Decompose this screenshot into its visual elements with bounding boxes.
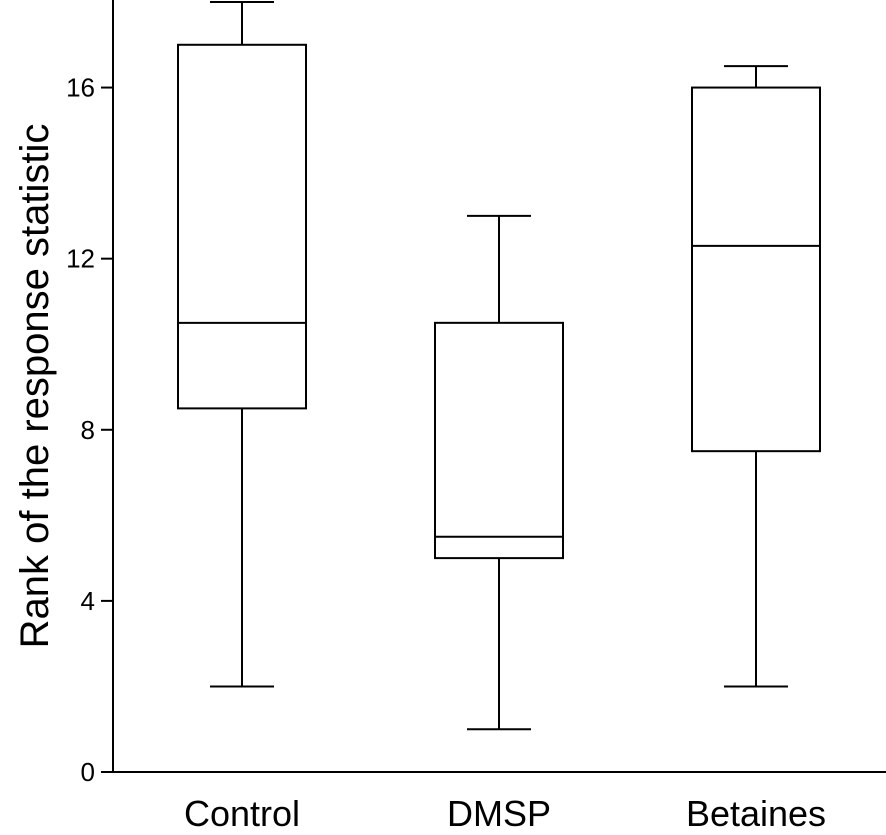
- y-tick-label: 8: [81, 415, 95, 445]
- x-category-label: Control: [184, 793, 300, 834]
- boxes: [177, 1, 821, 731]
- y-tick-label: 4: [81, 586, 95, 616]
- y-axis-title: Rank of the response statistic: [13, 124, 57, 649]
- box-betaines: [691, 65, 821, 688]
- iqr-box: [691, 86, 821, 453]
- axes: [112, 0, 886, 773]
- box-control: [177, 1, 307, 688]
- x-category-labels: Control DMSP Betaines: [184, 793, 826, 834]
- iqr-box: [434, 321, 564, 560]
- y-tick-label: 16: [66, 73, 95, 103]
- box-dmsp: [434, 214, 564, 731]
- y-tick-label: 12: [66, 244, 95, 274]
- x-category-label: Betaines: [686, 793, 826, 834]
- y-tick-label: 0: [81, 757, 95, 787]
- y-ticks: 0 4 8 12 16: [66, 73, 113, 787]
- x-category-label: DMSP: [447, 793, 551, 834]
- iqr-box: [177, 43, 307, 410]
